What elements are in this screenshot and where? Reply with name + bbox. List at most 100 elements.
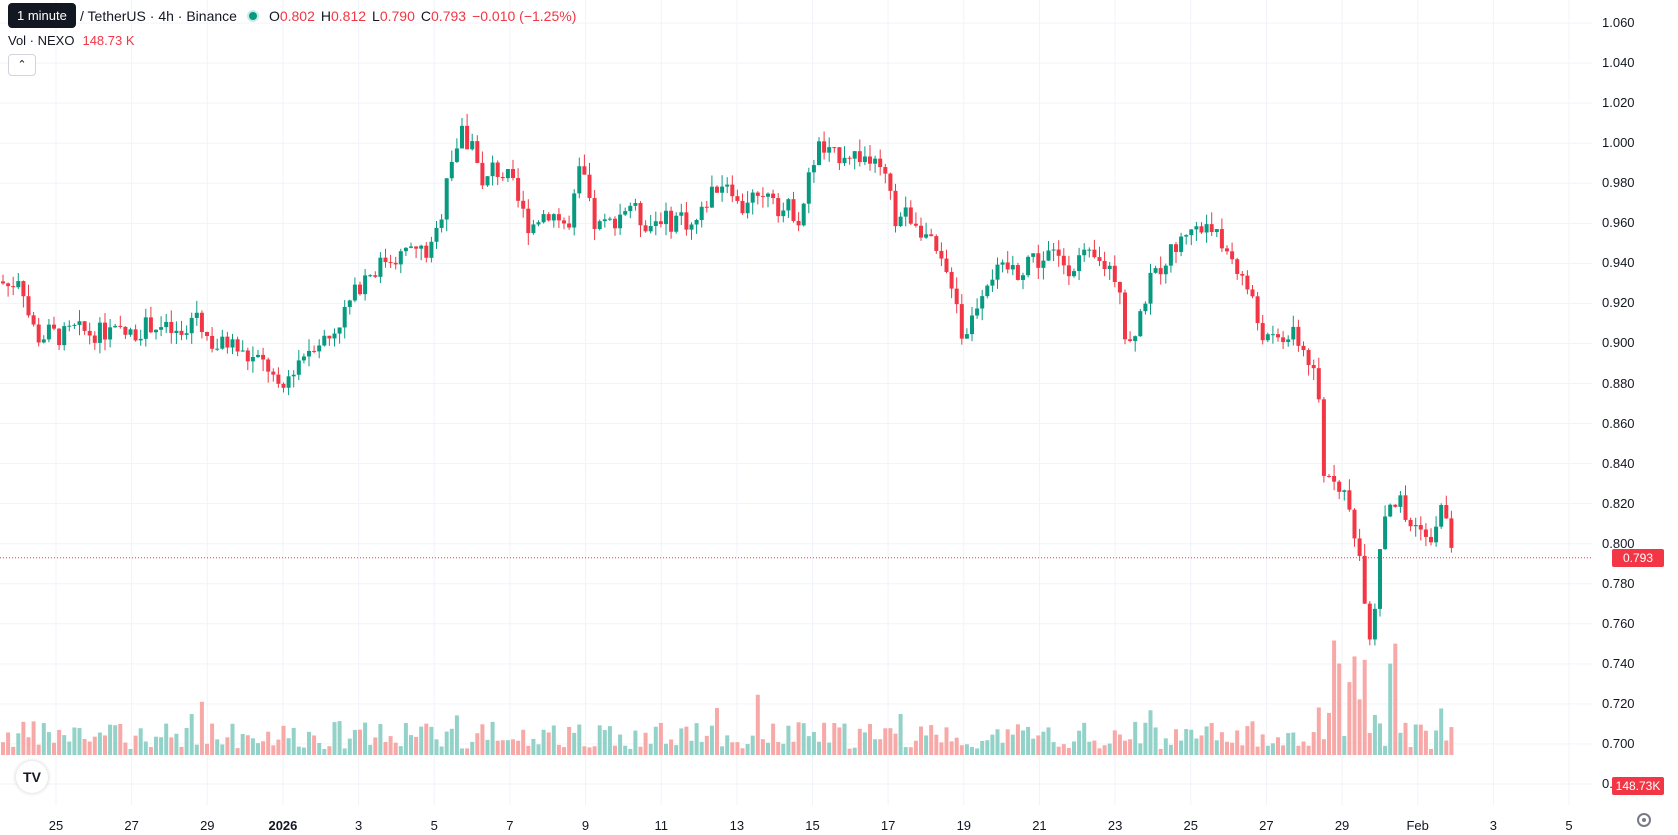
volume-bar bbox=[664, 743, 668, 755]
candle-body bbox=[414, 246, 419, 249]
high-value: 0.812 bbox=[331, 8, 367, 24]
volume-bar bbox=[31, 721, 36, 755]
symbol-title[interactable]: / TetherUS · 4h · Binance bbox=[80, 8, 237, 24]
candle-body bbox=[1327, 475, 1331, 477]
candle-body bbox=[505, 169, 510, 179]
volume-bar bbox=[806, 736, 811, 755]
volume-bar bbox=[179, 746, 184, 755]
candle-body bbox=[235, 339, 240, 352]
price-tick: 1.040 bbox=[1602, 55, 1635, 71]
candle-body bbox=[1, 281, 5, 284]
candle-body bbox=[67, 325, 72, 327]
volume-bar bbox=[113, 725, 118, 755]
candle-body bbox=[1418, 525, 1423, 530]
candle-body bbox=[745, 202, 750, 214]
candle-body bbox=[516, 177, 521, 201]
volume-bar bbox=[699, 741, 704, 755]
candle-body bbox=[878, 158, 883, 168]
volume-bar bbox=[796, 722, 801, 755]
volume-bar bbox=[1148, 710, 1153, 755]
volume-bar bbox=[1194, 738, 1199, 755]
volume-bar bbox=[556, 744, 561, 755]
volume-bar bbox=[1117, 734, 1122, 755]
volume-bar bbox=[638, 746, 643, 755]
candle-body bbox=[725, 184, 730, 187]
volume-bar bbox=[358, 729, 362, 755]
candle-body bbox=[465, 125, 470, 150]
last-price-badge: 0.793 bbox=[1612, 548, 1664, 567]
candle-body bbox=[908, 207, 913, 224]
price-axis[interactable]: 1.060 1.040 1.020 1.000 0.980 0.960 0.940 0.920… bbox=[1592, 0, 1678, 835]
volume-bar bbox=[786, 725, 791, 755]
volume-bar bbox=[873, 739, 878, 755]
candle-body bbox=[1148, 272, 1153, 304]
volume-bar bbox=[811, 731, 816, 755]
candle-body bbox=[347, 300, 352, 307]
candle-body bbox=[572, 193, 577, 228]
candle-body bbox=[26, 296, 31, 316]
collapse-legend-button[interactable]: ⌃ bbox=[8, 54, 36, 76]
volume-bar bbox=[582, 746, 587, 755]
candle-body bbox=[1041, 260, 1046, 268]
candle-body bbox=[883, 167, 888, 174]
volume-bar bbox=[1245, 726, 1250, 755]
candle-body bbox=[1286, 339, 1291, 343]
candle-body bbox=[72, 324, 77, 326]
candle-body bbox=[857, 151, 862, 163]
tradingview-logo-icon[interactable]: TV bbox=[16, 761, 48, 793]
candle-body bbox=[1015, 265, 1020, 280]
volume-bar bbox=[1311, 732, 1316, 755]
price-tick: 0.920 bbox=[1602, 295, 1635, 311]
volume-bar bbox=[230, 723, 235, 755]
volume-bar bbox=[1240, 745, 1245, 755]
price-tick: 1.060 bbox=[1602, 15, 1635, 31]
candle-body bbox=[179, 330, 184, 335]
volume-bar bbox=[1408, 747, 1413, 755]
volume-bar bbox=[1031, 738, 1036, 755]
candle-body bbox=[87, 330, 92, 336]
candle-body bbox=[1260, 323, 1265, 341]
volume-bar bbox=[898, 713, 903, 755]
volume-label[interactable]: Vol · NEXO bbox=[8, 33, 75, 48]
volume-bar bbox=[184, 727, 189, 755]
candle-body bbox=[592, 198, 597, 230]
time-tick: 3 bbox=[354, 818, 363, 833]
candle-body bbox=[827, 147, 832, 153]
volume-bar bbox=[276, 739, 281, 755]
candle-body bbox=[1143, 303, 1148, 312]
volume-bar bbox=[720, 746, 725, 755]
candle-body bbox=[373, 275, 378, 277]
volume-bar bbox=[1281, 745, 1286, 755]
volume-bar bbox=[1337, 663, 1342, 755]
price-tick: 0.980 bbox=[1602, 175, 1635, 191]
price-tick: 1.020 bbox=[1602, 95, 1635, 111]
candle-body bbox=[546, 214, 551, 221]
time-tick: 2026 bbox=[268, 818, 298, 833]
volume-bar bbox=[745, 744, 750, 755]
volume-bar bbox=[694, 723, 699, 755]
volume-bar bbox=[154, 736, 158, 755]
volume-bar bbox=[194, 744, 199, 755]
time-tick: 5 bbox=[1565, 818, 1573, 833]
candle-body bbox=[1245, 275, 1250, 290]
volume-bar bbox=[618, 734, 623, 755]
candle-body bbox=[225, 336, 230, 348]
volume-bar bbox=[495, 740, 500, 755]
candle-body bbox=[6, 283, 11, 287]
candle-body bbox=[378, 257, 383, 277]
volume-bar bbox=[1123, 740, 1127, 755]
settings-icon[interactable] bbox=[1637, 813, 1651, 827]
volume-bar bbox=[143, 741, 148, 755]
volume-bar bbox=[1235, 730, 1240, 755]
candle-body bbox=[526, 208, 531, 234]
time-tick: 19 bbox=[956, 818, 972, 833]
candle-body bbox=[990, 279, 995, 286]
volume-bar bbox=[256, 743, 260, 755]
volume-bar bbox=[526, 745, 531, 755]
volume-bar bbox=[403, 723, 408, 755]
volume-bar bbox=[1291, 732, 1296, 755]
volume-bar bbox=[368, 744, 373, 755]
volume-bar bbox=[296, 746, 301, 755]
candle-body bbox=[1367, 603, 1372, 640]
